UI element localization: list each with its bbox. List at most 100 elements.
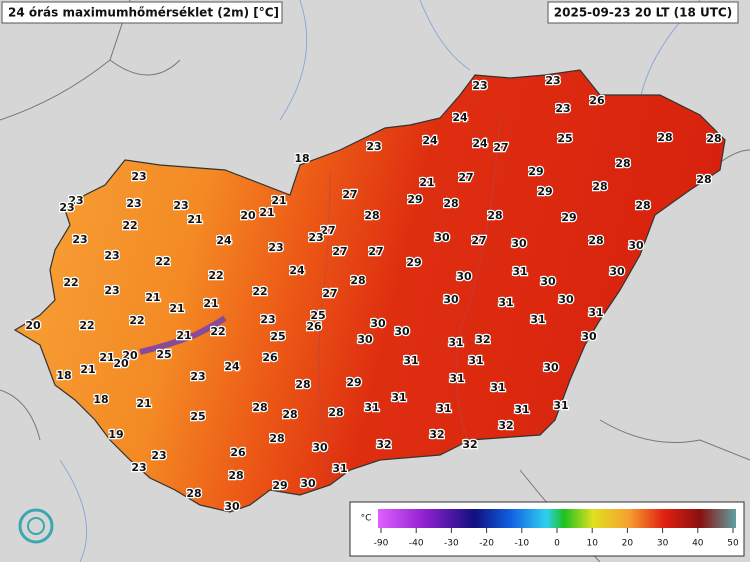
station-temperature: 23 <box>131 461 146 474</box>
station-temperature: 28 <box>696 173 711 186</box>
station-temperature: 20 <box>240 209 256 222</box>
rivers-inner <box>318 119 501 481</box>
timestamp: 2025-09-23 20 LT (18 UTC) <box>554 6 732 20</box>
station-temperature: 23 <box>308 231 323 244</box>
station-temperature: 28 <box>350 274 365 287</box>
station-temperature: 23 <box>68 194 83 207</box>
station-temperature: 28 <box>588 234 603 247</box>
colorbar-tick-label: 10 <box>586 539 598 549</box>
station-temperature: 23 <box>268 241 283 254</box>
station-temperature: 31 <box>364 401 379 414</box>
station-temperature: 21 <box>271 194 286 207</box>
station-temperature: 30 <box>540 275 556 288</box>
station-temperature: 28 <box>252 401 267 414</box>
station-temperature: 21 <box>169 302 184 315</box>
station-temperature: 22 <box>210 325 225 338</box>
colorbar: °C -90 -40 -30 -20 -10 0 10 20 30 40 50 <box>349 501 745 557</box>
station-temperature: 28 <box>487 209 502 222</box>
station-temperature: 24 <box>422 134 438 147</box>
station-temperature: 21 <box>80 363 95 376</box>
lake-balaton <box>139 315 227 355</box>
station-temperature: 25 <box>557 132 572 145</box>
station-temperature: 31 <box>490 381 505 394</box>
station-temperature: 28 <box>269 432 284 445</box>
station-temperature: 23 <box>545 74 560 87</box>
colorbar-tick-label: -20 <box>479 539 494 549</box>
station-temperature: 30 <box>443 293 459 306</box>
station-temperature: 30 <box>224 500 240 513</box>
station-temperature: 31 <box>436 402 451 415</box>
colorbar-tick-label: 0 <box>554 539 560 549</box>
station-temperature: 18 <box>56 369 71 382</box>
station-temperature: 21 <box>136 397 151 410</box>
colorbar-tick-label: -40 <box>409 539 424 549</box>
station-temperature: 28 <box>364 209 379 222</box>
station-temperature: 31 <box>514 403 529 416</box>
station-temperature: 30 <box>628 239 644 252</box>
station-temperature: 21 <box>145 291 160 304</box>
station-temperature: 27 <box>320 224 335 237</box>
station-temperature: 22 <box>63 276 78 289</box>
station-temperature: 27 <box>332 245 347 258</box>
station-temperature: 31 <box>530 313 545 326</box>
station-temperature: 32 <box>429 428 444 441</box>
colorbar-tick-label: 30 <box>657 539 669 549</box>
station-temperature: 31 <box>332 462 347 475</box>
station-temperature: 28 <box>228 469 243 482</box>
station-temperature: 26 <box>230 446 246 459</box>
station-temperature: 28 <box>657 131 672 144</box>
station-temperature: 24 <box>216 234 232 247</box>
station-temperature: 23 <box>260 313 275 326</box>
station-temperature: 22 <box>252 285 267 298</box>
station-temperature: 31 <box>449 372 464 385</box>
station-temperature: 24 <box>472 137 488 150</box>
station-temperature: 32 <box>376 438 391 451</box>
colorbar-tick-label: 20 <box>622 539 634 549</box>
station-temperature: 32 <box>475 333 490 346</box>
station-temperature: 29 <box>537 185 552 198</box>
station-temperature: 29 <box>528 165 543 178</box>
station-temperature: 30 <box>511 237 527 250</box>
title-box: 24 órás maximumhőmérséklet (2m) [°C] <box>1 1 283 24</box>
station-temperature: 28 <box>328 406 343 419</box>
station-temperature: 29 <box>272 479 287 492</box>
station-temperature: 21 <box>203 297 218 310</box>
station-temperature: 30 <box>312 441 328 454</box>
station-temperature: 31 <box>448 336 463 349</box>
station-temperature: 26 <box>589 94 605 107</box>
station-temperature: 31 <box>391 391 406 404</box>
station-temperature: 31 <box>468 354 483 367</box>
station-temperature: 28 <box>295 378 310 391</box>
station-temperature: 30 <box>357 333 373 346</box>
station-temperature: 32 <box>498 419 513 432</box>
station-temperature: 27 <box>458 171 473 184</box>
station-temperature: 24 <box>452 111 468 124</box>
station-temperature: 28 <box>635 199 650 212</box>
station-temperature: 31 <box>588 306 603 319</box>
station-temperature: 23 <box>126 197 141 210</box>
station-temperature: 27 <box>471 234 486 247</box>
station-temperature: 30 <box>609 265 625 278</box>
station-temperature: 20 <box>25 319 41 332</box>
station-temperature: 23 <box>59 201 74 214</box>
title-background <box>1 1 283 24</box>
colorbar-unit: °C <box>361 514 372 524</box>
station-temperature: 22 <box>208 269 223 282</box>
station-temperature: 23 <box>366 140 381 153</box>
station-temperature: 24 <box>289 264 305 277</box>
station-temperature: 22 <box>122 219 137 232</box>
station-temperature: 19 <box>108 428 123 441</box>
station-temperature: 27 <box>322 287 337 300</box>
station-temperature: 30 <box>300 477 316 490</box>
station-temperature: 23 <box>151 449 166 462</box>
station-temperature: 25 <box>310 309 325 322</box>
station-temperature: 23 <box>104 284 119 297</box>
station-temperature: 21 <box>176 329 191 342</box>
station-temperature: 28 <box>443 197 458 210</box>
timestamp-background <box>547 1 739 24</box>
station-temperature: 26 <box>306 320 322 333</box>
station-temperature: 30 <box>370 317 386 330</box>
station-temperature: 30 <box>558 293 574 306</box>
